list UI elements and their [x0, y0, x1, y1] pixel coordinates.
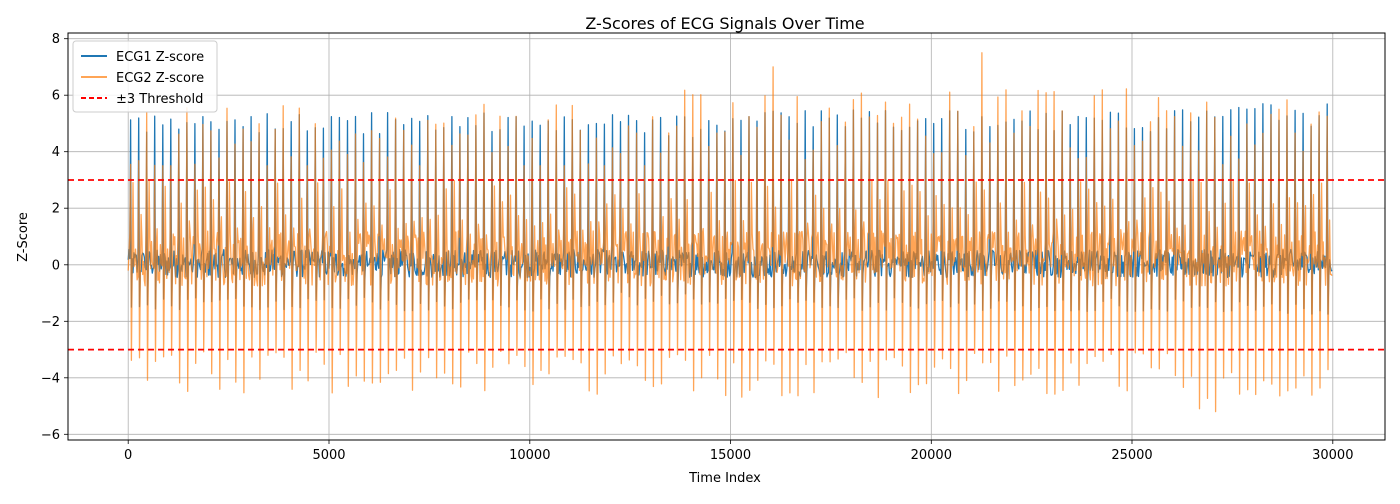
y-tick-label: 0	[52, 258, 60, 273]
x-tick-label: 15000	[710, 448, 751, 463]
y-axis-ticks: −6 −4 −2 0 2 4 6 8	[41, 32, 68, 443]
chart-title: Z-Scores of ECG Signals Over Time	[585, 14, 864, 33]
x-tick-label: 5000	[312, 448, 345, 463]
legend-label-ecg2: ECG2 Z-score	[116, 71, 204, 86]
legend-label-threshold: ±3 Threshold	[116, 92, 203, 107]
legend: ECG1 Z-score ECG2 Z-score ±3 Threshold	[72, 40, 218, 113]
legend-box	[72, 40, 218, 113]
series-line-ecg2	[127, 52, 1333, 413]
y-tick-label: 6	[52, 89, 60, 104]
legend-label-ecg1: ECG1 Z-score	[116, 50, 204, 65]
x-axis-label: Time Index	[688, 471, 761, 486]
x-tick-label: 25000	[1111, 448, 1152, 463]
x-tick-label: 10000	[509, 448, 550, 463]
x-tick-label: 0	[124, 448, 132, 463]
y-tick-label: 8	[52, 32, 60, 47]
y-tick-label: −4	[41, 371, 60, 386]
plot-frame	[67, 32, 1386, 441]
y-tick-label: 4	[52, 145, 60, 160]
y-tick-label: 2	[52, 202, 60, 217]
x-axis-ticks: 0 5000 10000 15000 20000 25000 30000	[124, 440, 1353, 463]
y-tick-label: −2	[41, 315, 60, 330]
y-axis-label: Z-Score	[16, 212, 31, 262]
series-lines	[127, 52, 1333, 413]
y-tick-label: −6	[41, 428, 60, 443]
grid-lines	[68, 33, 1385, 440]
x-tick-label: 30000	[1312, 448, 1353, 463]
x-tick-label: 20000	[911, 448, 952, 463]
